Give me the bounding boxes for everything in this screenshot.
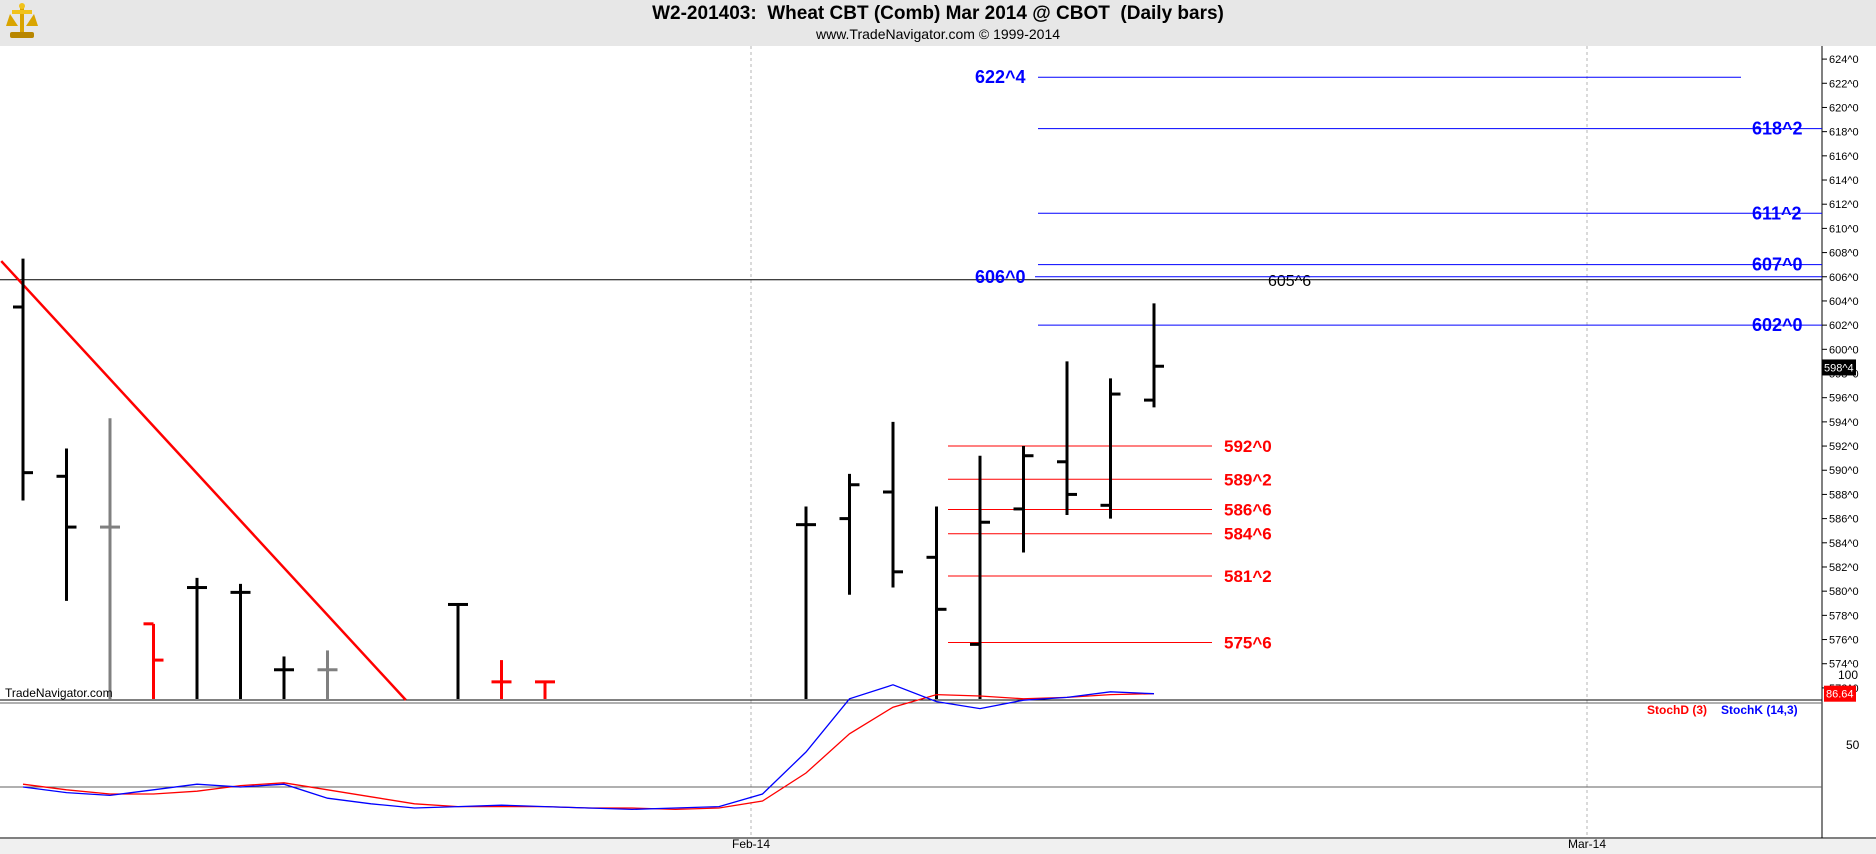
stochK-line (22, 684, 1155, 811)
y-tick-label: 578^0 (1829, 610, 1859, 622)
resistance-label: 622^4 (975, 67, 1026, 87)
ohlc-bar (230, 583, 251, 699)
resistance-label: 602^0 (1752, 315, 1803, 335)
x-tick-label: Feb-14 (732, 837, 770, 851)
resistance-label: 618^2 (1752, 119, 1803, 139)
stoch-tick-label: 50 (1846, 738, 1860, 752)
y-tick-label: 592^0 (1829, 441, 1859, 453)
support-label: 592^0 (1224, 437, 1272, 456)
support-label: 581^2 (1224, 567, 1272, 586)
ohlc-bar (839, 473, 860, 595)
ohlc-bar (13, 258, 33, 501)
ohlc-bar (143, 622, 164, 699)
y-tick-label: 602^0 (1829, 320, 1859, 332)
support-label: 584^6 (1224, 525, 1272, 544)
title-bar: W2-201403: Wheat CBT (Comb) Mar 2014 @ C… (0, 0, 1876, 46)
ohlc-bar (274, 656, 294, 699)
watermark: TradeNavigator.com (5, 686, 113, 700)
y-tick-label: 608^0 (1829, 248, 1859, 260)
x-tick-label: Mar-14 (1568, 837, 1606, 851)
stoch-value-box (1824, 685, 1856, 702)
y-tick-label: 622^0 (1829, 78, 1859, 90)
y-tick-label: 604^0 (1829, 296, 1859, 308)
y-tick-label: 574^0 (1829, 659, 1859, 671)
grid-layer (0, 46, 1876, 854)
trade-navigator-logo-icon (6, 3, 38, 38)
y-tick-label: 614^0 (1829, 175, 1859, 187)
horizontal-levels: 605^6 622^4 618^2 611^2 607^0 606^0 602^0 592^0… (0, 67, 1822, 653)
ohlc-bar (491, 660, 512, 699)
stoch-value-label: 86.64 (1826, 689, 1854, 701)
date-axis-band (0, 839, 1876, 854)
ohlc-bar (796, 506, 816, 699)
last-price-box (1822, 359, 1856, 376)
y-tick-label: 590^0 (1829, 465, 1859, 477)
y-tick-label: 612^0 (1829, 199, 1859, 211)
y-tick-label: 596^0 (1829, 393, 1859, 405)
y-tick-label: 582^0 (1829, 562, 1859, 574)
stochastic-panel: 100 50 86.64 StochD (3) StochK (14,3) (0, 668, 1860, 811)
ohlc-bars (13, 258, 1164, 699)
resistance-label: 611^2 (1752, 203, 1802, 223)
y-tick-label: 584^0 (1829, 538, 1859, 550)
ohlc-bar (100, 418, 120, 699)
ohlc-bar (883, 421, 903, 588)
ohlc-bar (317, 650, 338, 699)
y-tick-label: 610^0 (1829, 223, 1859, 235)
y-tick-label: 600^0 (1829, 344, 1859, 356)
stoch-tick-label: 100 (1838, 668, 1858, 682)
ohlc-bar (926, 506, 947, 699)
chart-title: W2-201403: Wheat CBT (Comb) Mar 2014 @ C… (652, 3, 1224, 24)
support-label: 586^6 (1224, 501, 1272, 520)
ohlc-bar (1100, 378, 1121, 519)
resistance-label: 607^0 (1752, 255, 1803, 275)
y-tick-label: 618^0 (1829, 127, 1859, 139)
support-label: 589^2 (1224, 470, 1272, 489)
y-tick-label: 588^0 (1829, 489, 1859, 501)
y-tick-label: 606^0 (1829, 272, 1859, 284)
stochK-legend: StochK (14,3) (1721, 703, 1798, 717)
ohlc-bar (56, 448, 77, 601)
ohlc-bar (448, 602, 468, 699)
ohlc-bar (535, 680, 555, 699)
ohlc-bar (1144, 303, 1164, 408)
y-tick-label: 616^0 (1829, 151, 1859, 163)
date-axis: Feb-14 Mar-14 (732, 837, 1606, 851)
trendline-layer (0, 260, 407, 701)
ohlc-bar (1057, 361, 1077, 515)
ohlc-bar (970, 455, 990, 699)
stochD-legend: StochD (3) (1647, 703, 1707, 717)
downtrend-line (0, 260, 407, 701)
support-label: 575^6 (1224, 634, 1272, 653)
y-tick-label: 624^0 (1829, 54, 1859, 66)
y-tick-label: 594^0 (1829, 417, 1859, 429)
resistance-label: 606^0 (975, 267, 1026, 287)
reference-label: 605^6 (1268, 273, 1311, 290)
ohlc-bar (1013, 446, 1034, 553)
last-price-label: 598^4 (1824, 362, 1854, 374)
y-tick-label: 580^0 (1829, 586, 1859, 598)
y-tick-label: 576^0 (1829, 635, 1859, 647)
y-tick-label: 586^0 (1829, 514, 1859, 526)
chart-subtitle: www.TradeNavigator.com © 1999-2014 (815, 26, 1061, 42)
ohlc-bar (187, 577, 207, 699)
y-tick-label: 620^0 (1829, 102, 1859, 114)
